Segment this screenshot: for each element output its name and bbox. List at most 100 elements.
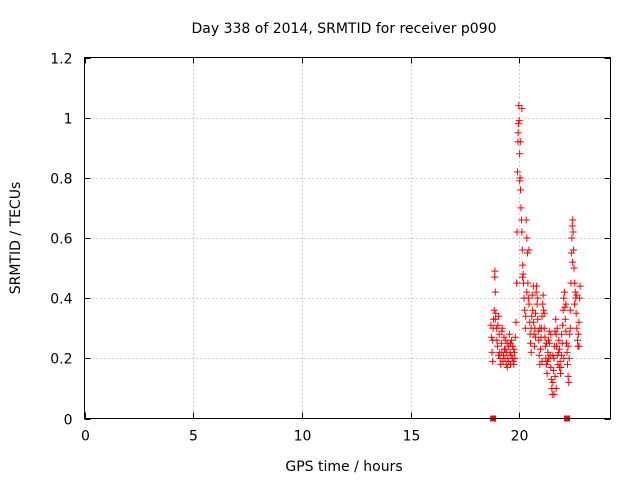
data-point xyxy=(539,300,547,308)
data-point xyxy=(534,327,542,335)
data-point xyxy=(517,204,525,212)
data-point xyxy=(491,267,499,275)
data-point xyxy=(535,351,543,359)
data-point xyxy=(495,312,503,320)
data-point xyxy=(565,378,573,386)
data-point xyxy=(540,306,548,314)
data-point xyxy=(564,372,572,380)
data-point xyxy=(552,315,560,323)
data-point xyxy=(491,288,499,296)
data-point xyxy=(571,279,579,287)
y-tick-label: 0.6 xyxy=(50,232,72,248)
x-tick-label: 10 xyxy=(294,429,312,445)
data-point xyxy=(495,351,503,359)
data-point xyxy=(571,288,579,296)
data-point xyxy=(536,324,544,332)
data-point xyxy=(556,357,564,365)
data-point xyxy=(538,357,546,365)
data-point xyxy=(564,342,572,350)
data-point xyxy=(489,336,497,344)
data-point xyxy=(569,228,577,236)
data-point xyxy=(500,333,508,341)
data-point xyxy=(542,360,550,368)
data-point xyxy=(541,333,549,341)
data-point xyxy=(519,261,527,269)
data-point xyxy=(522,312,530,320)
data-point xyxy=(518,246,526,254)
x-tick-label: 0 xyxy=(81,429,90,445)
data-point xyxy=(489,357,497,365)
data-point xyxy=(487,333,495,341)
data-point xyxy=(568,234,576,242)
data-point xyxy=(555,336,563,344)
data-point xyxy=(572,309,580,317)
data-point xyxy=(511,333,519,341)
data-point xyxy=(537,345,545,353)
plot-frame xyxy=(84,57,611,419)
x-tick-label: 5 xyxy=(189,429,198,445)
data-point xyxy=(501,345,509,353)
data-point xyxy=(549,351,557,359)
y-ticks: 0 0.2 0.4 0.6 0.8 1 1.2 xyxy=(50,52,611,429)
data-point xyxy=(527,348,535,356)
data-point xyxy=(524,294,532,302)
data-point xyxy=(488,348,496,356)
data-point xyxy=(563,360,571,368)
data-point xyxy=(523,288,531,296)
data-point xyxy=(550,366,558,374)
data-point xyxy=(547,330,555,338)
data-point xyxy=(575,342,583,350)
grid-lines xyxy=(84,57,611,419)
data-point xyxy=(550,390,558,398)
data-point xyxy=(510,345,518,353)
data-point xyxy=(513,279,521,287)
y-tick-label: 0.8 xyxy=(50,172,72,188)
data-point xyxy=(492,324,500,332)
data-point xyxy=(529,318,537,326)
data-point xyxy=(513,168,521,176)
y-tick-label: 0.2 xyxy=(50,352,72,368)
y-tick-label: 0.4 xyxy=(50,292,72,308)
data-point xyxy=(571,300,579,308)
data-point xyxy=(576,282,584,290)
data-point xyxy=(502,336,510,344)
data-point xyxy=(530,342,538,350)
data-point xyxy=(553,324,561,332)
data-point xyxy=(549,378,557,386)
data-point xyxy=(559,321,567,329)
data-point xyxy=(511,354,519,362)
y-tick-label: 0 xyxy=(64,413,73,429)
data-point xyxy=(574,330,582,338)
data-point xyxy=(510,348,518,356)
data-point xyxy=(562,300,570,308)
data-point xyxy=(563,339,571,347)
data-point xyxy=(561,315,569,323)
y-tick-label: 1.2 xyxy=(50,52,72,68)
data-point xyxy=(528,291,536,299)
data-point xyxy=(552,384,560,392)
data-point xyxy=(525,300,533,308)
data-point xyxy=(560,294,568,302)
data-point xyxy=(518,228,526,236)
data-point xyxy=(563,348,571,356)
data-point xyxy=(518,273,526,281)
data-point xyxy=(532,288,540,296)
data-point xyxy=(525,246,533,254)
chart-title: Day 338 of 2014, SRMTID for receiver p09… xyxy=(191,21,496,37)
data-point xyxy=(557,369,565,377)
data-point xyxy=(521,324,529,332)
x-tick-label: 20 xyxy=(511,429,529,445)
data-point xyxy=(498,327,506,335)
data-point xyxy=(540,309,548,317)
data-point xyxy=(570,264,578,272)
data-point xyxy=(573,291,581,299)
data-point xyxy=(516,138,524,146)
x-axis-label: GPS time / hours xyxy=(285,459,402,475)
data-point xyxy=(516,177,524,185)
data-point xyxy=(554,348,562,356)
data-point xyxy=(561,303,569,311)
data-points xyxy=(487,102,584,422)
data-point xyxy=(566,330,574,338)
x-tick-label: 15 xyxy=(403,429,421,445)
data-point xyxy=(539,291,547,299)
